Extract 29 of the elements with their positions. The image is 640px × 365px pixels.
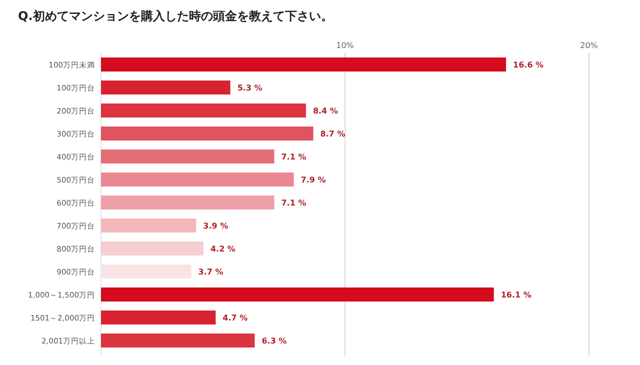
data-label: 8.4 %: [312, 106, 338, 116]
data-label: 3.9 %: [203, 222, 228, 230]
data-label: 4.2 %: [210, 244, 236, 254]
data-label: 3.7 %: [198, 268, 224, 276]
chart-title: Q.初めてマンションを購入した時の頭金を教えて下さい。: [18, 9, 333, 23]
data-label: 16.6 %: [513, 60, 544, 70]
data-label: 6.3 %: [262, 336, 287, 346]
bar: [101, 218, 196, 232]
bar: [101, 104, 306, 118]
data-label: 7.9 %: [300, 176, 326, 184]
bar: [101, 242, 204, 256]
data-label: 4.7 %: [222, 314, 248, 322]
bar: [101, 150, 274, 164]
data-label: 7.1 %: [281, 152, 306, 162]
bar: [101, 80, 230, 94]
x-tick-label: 20%: [580, 41, 598, 50]
bar: [101, 334, 255, 348]
data-label: 5.3 %: [237, 84, 262, 92]
bar: [101, 310, 216, 324]
bar: [101, 196, 274, 210]
bar: [101, 172, 294, 186]
data-label: 8.7 %: [320, 130, 346, 138]
data-label: 16.1 %: [500, 290, 532, 300]
bar: [101, 126, 314, 140]
bar: [101, 58, 506, 72]
x-tick-label: 10%: [336, 41, 354, 50]
data-label: 7.1 %: [281, 198, 306, 208]
bar: [101, 288, 494, 302]
bar: [101, 264, 192, 278]
